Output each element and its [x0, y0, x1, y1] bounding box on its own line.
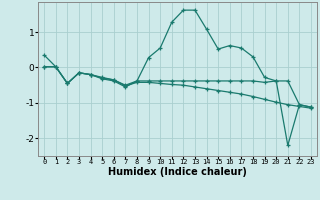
X-axis label: Humidex (Indice chaleur): Humidex (Indice chaleur): [108, 167, 247, 177]
